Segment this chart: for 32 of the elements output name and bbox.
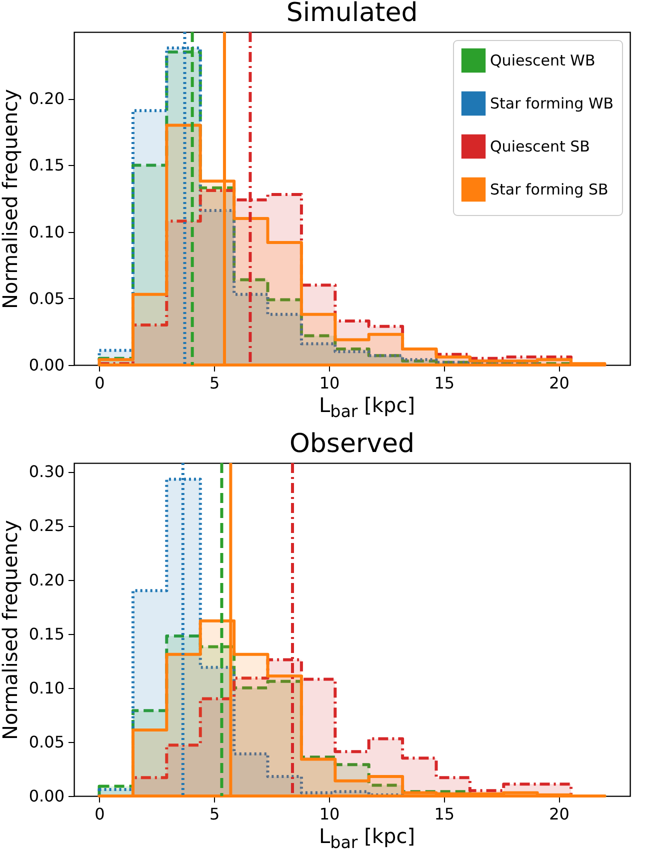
- x-tick-label: 20: [549, 374, 570, 392]
- x-tick-label: 10: [319, 374, 340, 392]
- legend-label: Quiescent WB: [490, 52, 596, 70]
- y-tick-label: 0.00: [28, 356, 64, 374]
- y-tick-label: 0.10: [28, 222, 64, 242]
- x-tick-label: 5: [210, 804, 220, 824]
- x-tick-label: 20: [549, 804, 570, 824]
- y-axis-title: Normalised frequency: [0, 88, 22, 310]
- y-tick-label: 0.10: [28, 678, 64, 698]
- y-tick-label: 0.00: [28, 786, 64, 806]
- x-tick-label: 15: [434, 804, 455, 824]
- y-tick-label: 0.15: [28, 624, 64, 644]
- y-axis-title: Normalised frequency: [0, 520, 22, 740]
- x-axis-title: L$_{bar}$ [kpc]: [318, 393, 416, 421]
- chart-title: Simulated: [286, 0, 418, 28]
- x-tick-label: 5: [210, 374, 220, 392]
- x-tick-label: 0: [94, 374, 105, 392]
- legend-label: Quiescent SB: [490, 138, 590, 156]
- y-tick-label: 0.15: [28, 156, 64, 175]
- x-tick-label: 0: [94, 804, 105, 824]
- y-tick-label: 0.30: [28, 462, 64, 482]
- y-tick-label: 0.05: [28, 288, 64, 308]
- legend-label: Star forming WB: [490, 94, 614, 112]
- x-axis-title: L$_{bar}$ [kpc]: [318, 824, 416, 852]
- y-tick-label: 0.25: [28, 516, 64, 536]
- y-tick-label: 0.20: [28, 570, 64, 590]
- x-tick-label: 15: [434, 374, 455, 392]
- chart-title: Observed: [289, 429, 415, 459]
- legend-label: Star forming SB: [490, 180, 608, 198]
- y-tick-label: 0.05: [28, 732, 64, 752]
- y-tick-label: 0.20: [28, 89, 64, 108]
- x-tick-label: 10: [319, 804, 340, 824]
